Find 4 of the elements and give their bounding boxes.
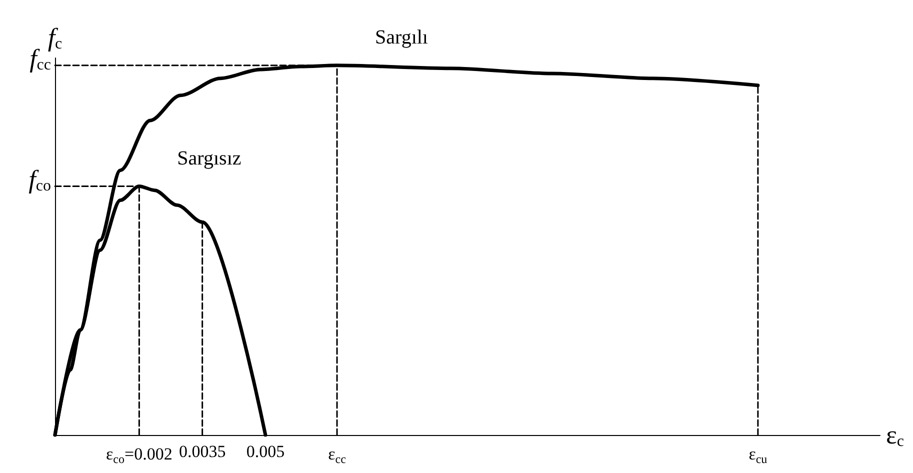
- series-label: Sargılı: [375, 26, 428, 48]
- series-label: Sargısız: [177, 147, 242, 170]
- x-tick-label: 0.005: [246, 442, 285, 461]
- x-tick-label: 0.0035: [178, 442, 226, 461]
